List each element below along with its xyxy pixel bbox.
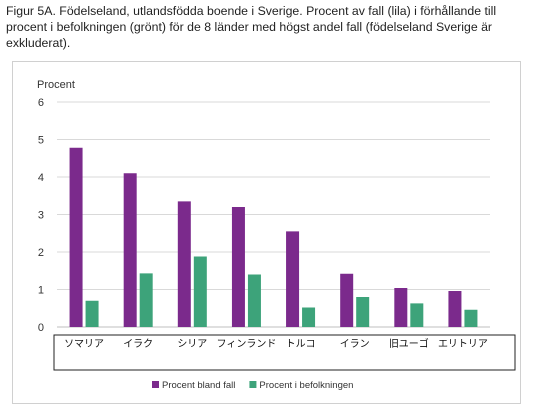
figure-title: Figur 5A. Födelseland, utlandsfödda boen… [6, 4, 497, 50]
x-tick-label: シリア [177, 339, 207, 350]
legend: Procent bland fall Procent i befolkningen [152, 380, 353, 391]
x-axis-ticks: ソマリア イラク シリア フィンランド トルコ イラン 旧ユーゴ エリトリア [64, 337, 488, 350]
x-tick-label: 旧ユーゴ [389, 337, 429, 350]
category-label-box [53, 334, 516, 371]
x-tick-label: イラク [123, 338, 153, 350]
gridlines [57, 101, 490, 328]
bar-befolkning [193, 256, 207, 327]
legend-label: Procent i befolkningen [259, 380, 353, 391]
bars [69, 147, 478, 327]
bar-fall [123, 173, 137, 327]
y-tick-label: 3 [38, 210, 44, 222]
bar-fall [340, 273, 354, 327]
legend-label: Procent bland fall [162, 380, 235, 391]
bar-fall [394, 288, 408, 327]
x-tick-label: エリトリア [438, 339, 488, 350]
y-axis-ticks: 0 1 2 3 4 5 6 [38, 97, 44, 334]
bar-befolkning [247, 274, 261, 327]
bar-befolkning [302, 307, 316, 327]
bar-fall [177, 201, 191, 327]
x-tick-label: トルコ [286, 339, 316, 350]
y-tick-label: 1 [38, 285, 44, 297]
x-tick-label: フィンランド [217, 338, 277, 350]
y-tick-label: 0 [38, 322, 44, 334]
x-tick-label: ソマリア [64, 339, 104, 350]
y-tick-label: 4 [38, 172, 44, 184]
bar-fall [286, 231, 300, 327]
y-tick-label: 2 [38, 247, 44, 259]
bar-befolkning [356, 297, 370, 327]
bar-fall [231, 207, 245, 327]
legend-swatch [249, 381, 257, 388]
bar-befolkning [410, 303, 424, 327]
bar-fall [69, 147, 83, 327]
bar-befolkning [139, 273, 153, 327]
legend-swatch [152, 381, 159, 388]
bar-fall [448, 291, 462, 327]
bar-befolkning [464, 309, 478, 327]
bar-befolkning [85, 300, 99, 327]
y-tick-label: 6 [38, 97, 44, 109]
y-tick-label: 5 [38, 135, 44, 147]
y-axis-label: Procent [37, 79, 75, 91]
x-tick-label: イラン [340, 338, 370, 350]
